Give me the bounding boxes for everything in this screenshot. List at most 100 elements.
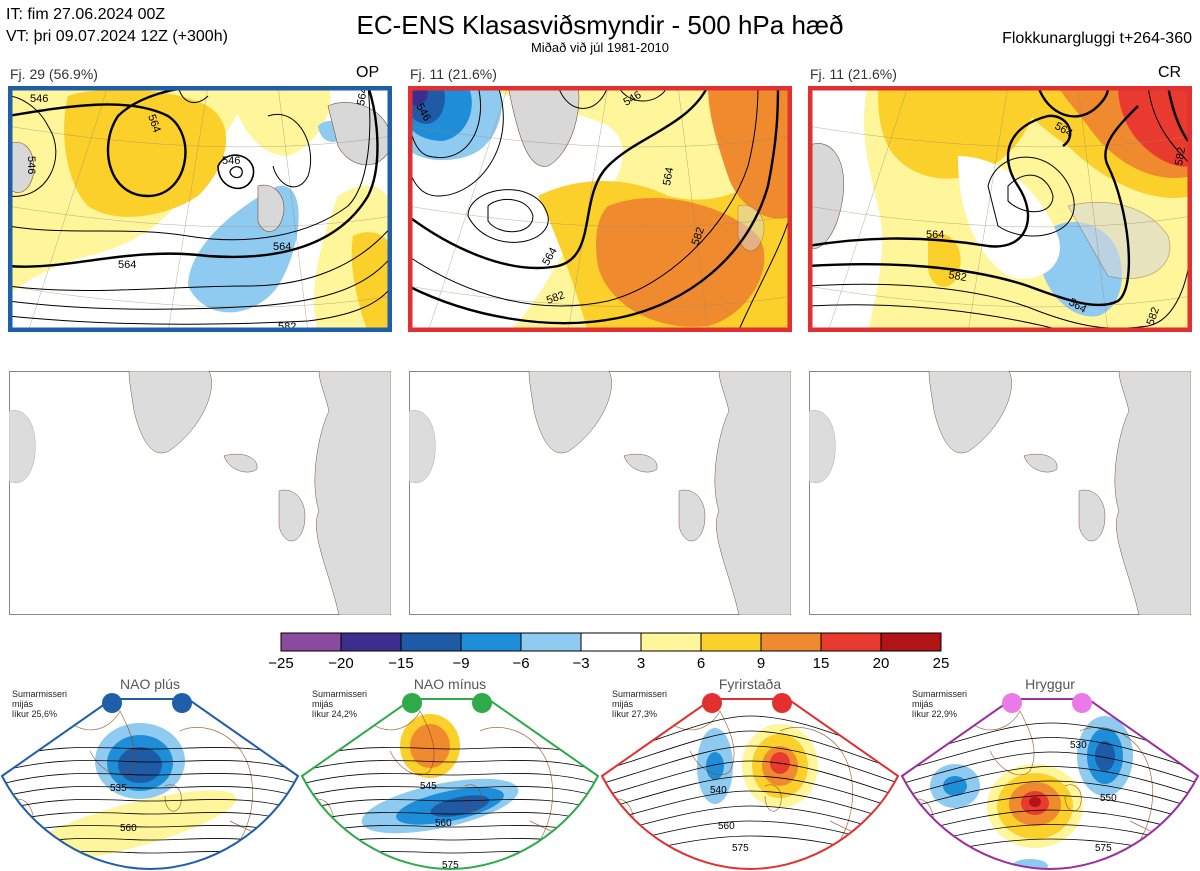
land-europe	[714, 371, 791, 615]
regime-note-line: mijás	[912, 699, 934, 709]
regime-note-line: mijás	[312, 699, 334, 709]
regime-contour-label: 575	[732, 843, 749, 854]
anomaly-negative-extreme	[408, 86, 428, 106]
classification-window: Flokkunargluggi t+264-360	[1002, 30, 1192, 47]
regime-contour	[2, 812, 298, 827]
regime-map: 540 560 575	[600, 698, 900, 871]
regime-map: 530 550 575	[900, 698, 1200, 871]
panel3-tag: CR	[1158, 64, 1182, 81]
land-britain	[1078, 489, 1106, 542]
colorbar-tick-label: −25	[268, 655, 294, 672]
regime-contour	[602, 790, 898, 827]
regime-contour-label: 550	[1100, 793, 1117, 804]
land-greenland	[928, 371, 1012, 454]
contour-label: 564	[273, 241, 291, 253]
colorbar-tick-label: −20	[328, 655, 354, 672]
colorbar-swatch	[640, 632, 702, 652]
land-labrador	[809, 410, 836, 484]
land-greenland	[808, 143, 845, 249]
height-contours	[8, 86, 392, 325]
regime-note-line: líkur 27,3%	[612, 709, 658, 719]
panel-border	[8, 86, 392, 332]
colorbar-tick-label: 20	[872, 655, 890, 672]
regime-name: Hryggur	[1025, 676, 1075, 692]
regime-contour	[302, 786, 598, 801]
regime-contour	[602, 805, 898, 840]
land-europe	[314, 371, 391, 615]
empty-map-1	[9, 371, 391, 615]
regime-marker-dot	[1072, 693, 1092, 713]
regime-note-line: Sumarmisseri	[912, 689, 968, 699]
regime-marker-dot	[702, 693, 722, 713]
colorbar-tick-label: −6	[512, 655, 530, 672]
regime-contour	[302, 760, 598, 775]
regime-contour-label: 560	[120, 823, 137, 834]
regime-note: Sumarmisseri mijás líkur 22,9%	[912, 689, 967, 719]
regime-contour	[2, 786, 298, 801]
contour-label: 582	[545, 289, 566, 307]
panel1-tag: OP	[356, 64, 380, 81]
regime-contour	[902, 780, 1198, 814]
panel-border	[808, 86, 1192, 332]
regime-marker-dot	[402, 693, 422, 713]
contour-label: 564	[145, 113, 163, 134]
regime-contour-label: 540	[710, 785, 727, 796]
regime-contour	[902, 795, 1198, 827]
land-iceland	[623, 453, 658, 473]
land-greenland	[528, 371, 612, 454]
panel2-label: Fj. 11 (21.6%)	[410, 66, 497, 82]
regime-anomaly	[118, 747, 162, 783]
colorbar-swatch	[340, 632, 402, 652]
regime-contour	[902, 751, 1198, 788]
colorbar-tick-label: 6	[696, 655, 706, 672]
panel1-label: Fj. 29 (56.9%)	[10, 66, 98, 82]
anomaly-positive-core	[928, 233, 961, 287]
regime-contour	[902, 809, 1198, 840]
regime-contour	[602, 730, 898, 775]
regime-contour	[602, 775, 898, 814]
regime-contour-label: 575	[1095, 843, 1112, 854]
land-britain	[278, 489, 306, 542]
regime-anomaly	[943, 776, 967, 796]
regime-contour	[602, 760, 898, 801]
empty-map-2	[409, 371, 791, 615]
anomaly-positive-core	[64, 89, 227, 217]
land-labrador	[9, 410, 36, 484]
land-greenland	[128, 371, 212, 454]
regime-note-line: mijás	[12, 699, 34, 709]
contour-label: 582	[690, 226, 708, 247]
regime-anomaly	[706, 752, 724, 780]
regime-contour-label: 530	[1070, 740, 1087, 751]
colorbar-swatch	[880, 632, 942, 652]
regime-marker-dot	[1002, 693, 1022, 713]
colorbar-tick-label: 9	[756, 655, 766, 672]
empty-map-3	[809, 371, 1191, 615]
land-labrador	[409, 410, 436, 484]
regime-contour	[302, 747, 598, 762]
regime-map: 545 560 575	[300, 698, 600, 871]
valid-time: VT: þri 09.07.2024 12Z (+300h)	[6, 28, 228, 45]
colorbar-tick-label: 25	[932, 655, 950, 672]
panel-border	[408, 86, 792, 332]
anomaly-positive-area	[228, 86, 331, 156]
regime-name: NAO plús	[120, 676, 180, 692]
regime-note-line: líkur 24,2%	[312, 709, 358, 719]
colorbar-swatch	[520, 632, 582, 652]
cluster-map-2: 546 564 564 582 582 546	[408, 86, 792, 332]
regime-marker-dot	[172, 693, 192, 713]
init-time: IT: fim 27.06.2024 00Z	[6, 6, 166, 23]
regime-note-line: mijás	[612, 699, 634, 709]
page-title: EC-ENS Klasasviðsmyndir - 500 hPa hæð	[356, 10, 844, 40]
colorbar-swatch	[400, 632, 462, 652]
land-iceland	[223, 453, 258, 473]
regime-contour	[602, 745, 898, 788]
colorbar-tick-label: −9	[452, 655, 470, 672]
contour-label: 582	[1145, 306, 1163, 327]
regime-anomaly	[1095, 741, 1115, 771]
regime-contour	[302, 799, 598, 814]
colorbar-tick-label: −3	[572, 655, 590, 672]
panel3-label: Fj. 11 (21.6%)	[810, 66, 897, 82]
cluster-map-1: 546 564 546 564 564 582 546 564	[8, 86, 392, 332]
land-europe	[1114, 371, 1191, 615]
regime-contour	[2, 747, 298, 762]
